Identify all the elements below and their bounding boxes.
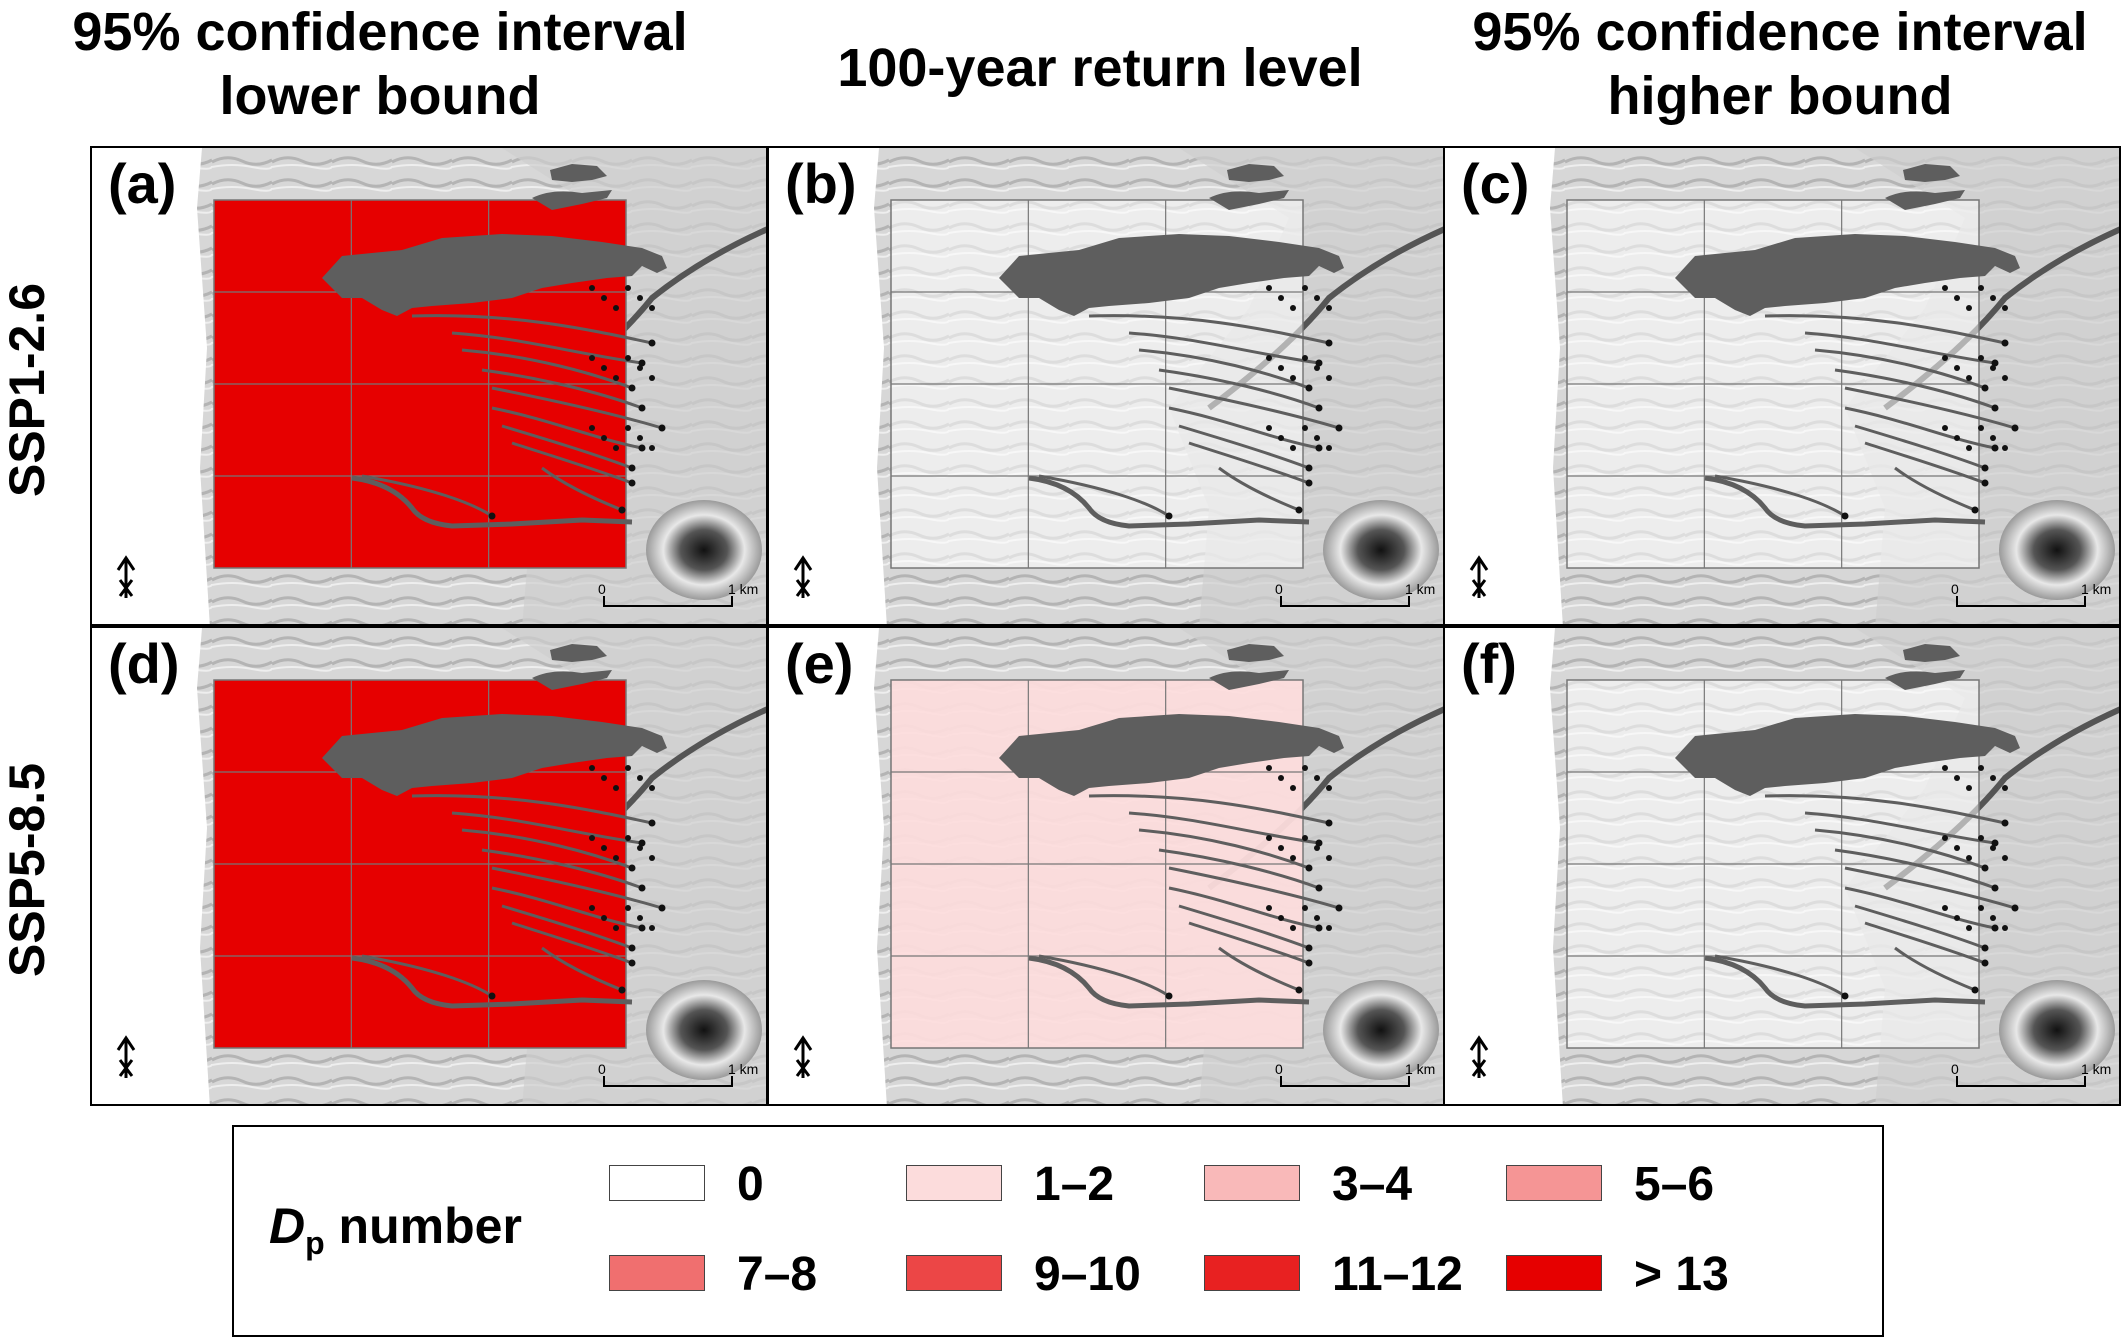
map-canvas: 0 1 km (92, 148, 766, 624)
map-panel-a: 0 1 km (a) (90, 146, 768, 626)
column-title-line: 95% confidence interval (1472, 2, 2088, 62)
column-title-line: 95% confidence interval (72, 2, 688, 62)
scale-bar-end: 1 km (1405, 581, 1435, 597)
legend-label: 9–10 (1034, 1248, 1141, 1301)
panel-label: (d) (108, 632, 180, 695)
column-title-line: lower bound (219, 66, 541, 126)
legend-swatch (1506, 1165, 1602, 1201)
legend: Dp number 0 1–2 3–4 5–6 7–8 9–10 11–12 > 13 (232, 1125, 1884, 1337)
scale-bar: 0 1 km (1275, 581, 1435, 607)
north-arrow-icon (793, 555, 813, 598)
legend-label: 7–8 (737, 1248, 818, 1301)
map-panel-d: 0 1 km (d) (90, 626, 768, 1106)
legend-title: Dp number (269, 1197, 522, 1262)
map-canvas: 0 1 km (92, 628, 766, 1104)
map-panel-e: 0 1 km (e) (767, 626, 1445, 1106)
scale-bar-end: 1 km (2081, 581, 2111, 597)
panel-label: (b) (785, 152, 857, 215)
legend-swatch (906, 1165, 1002, 1201)
scale-bar: 0 1 km (598, 1061, 758, 1087)
column-title-line: 100-year return level (837, 38, 1363, 98)
panel-label: (f) (1461, 632, 1517, 695)
legend-label: 3–4 (1332, 1158, 1413, 1211)
north-arrow-icon (1469, 1035, 1489, 1078)
legend-label: 11–12 (1332, 1248, 1463, 1301)
scale-bar: 0 1 km (598, 581, 758, 607)
legend-title-sub: p (305, 1225, 325, 1261)
north-arrow-icon (1469, 555, 1489, 598)
legend-swatch (1204, 1255, 1300, 1291)
scale-bar-start: 0 (598, 1061, 606, 1077)
map-panel-c: 0 1 km (c) (1443, 146, 2121, 626)
scale-bar-end: 1 km (2081, 1061, 2111, 1077)
legend-title-var: D (269, 1198, 306, 1254)
legend-title-rest: number (324, 1198, 522, 1254)
map-canvas: 0 1 km (1445, 628, 2119, 1104)
legend-swatch (1204, 1165, 1300, 1201)
scale-bar-start: 0 (1275, 1061, 1283, 1077)
panel-label: (a) (108, 152, 177, 215)
scale-bar-start: 0 (598, 581, 606, 597)
legend-swatch (906, 1255, 1002, 1291)
legend-label: 0 (737, 1158, 764, 1211)
legend-swatch (609, 1165, 705, 1201)
map-canvas: 0 1 km (769, 148, 1443, 624)
scale-bar: 0 1 km (1951, 581, 2111, 607)
column-title-return-level: 100-year return level (760, 36, 1440, 100)
column-title-line: higher bound (1607, 66, 1953, 126)
north-arrow-icon (793, 1035, 813, 1078)
map-panel-b: 0 1 km (b) (767, 146, 1445, 626)
legend-swatch (1506, 1255, 1602, 1291)
scale-bar-end: 1 km (1405, 1061, 1435, 1077)
scale-bar-end: 1 km (728, 1061, 758, 1077)
scale-bar-start: 0 (1951, 581, 1959, 597)
legend-swatch (609, 1255, 705, 1291)
scale-bar: 0 1 km (1951, 1061, 2111, 1087)
legend-label: 1–2 (1034, 1158, 1115, 1211)
scale-bar: 0 1 km (1275, 1061, 1435, 1087)
north-arrow-icon (116, 1035, 136, 1078)
row-label-ssp585: SSP5-8.5 (0, 763, 55, 978)
scale-bar-start: 0 (1275, 581, 1283, 597)
map-panel-f: 0 1 km (f) (1443, 626, 2121, 1106)
scale-bar-end: 1 km (728, 581, 758, 597)
scale-bar-start: 0 (1951, 1061, 1959, 1077)
panel-label: (c) (1461, 152, 1530, 215)
column-title-lower-bound: 95% confidence interval lower bound (70, 0, 690, 128)
legend-label: > 13 (1634, 1248, 1729, 1301)
row-label-ssp126: SSP1-2.6 (0, 283, 55, 498)
map-canvas: 0 1 km (769, 628, 1443, 1104)
north-arrow-icon (116, 555, 136, 598)
column-title-higher-bound: 95% confidence interval higher bound (1430, 0, 2128, 128)
legend-label: 5–6 (1634, 1158, 1715, 1211)
panel-label: (e) (785, 632, 854, 695)
map-canvas: 0 1 km (1445, 148, 2119, 624)
